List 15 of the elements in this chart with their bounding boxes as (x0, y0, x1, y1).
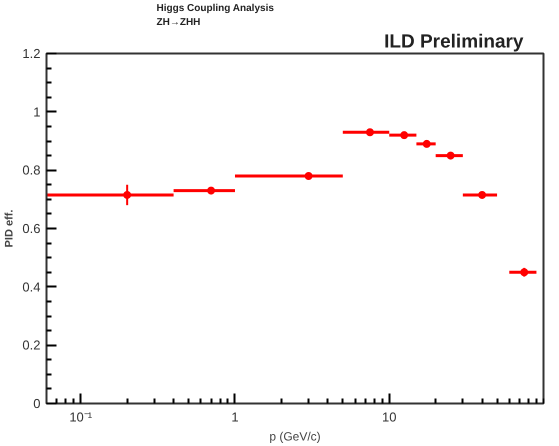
y-tick-label: 0.6 (22, 221, 41, 236)
y-tick-label: 0.4 (22, 279, 41, 294)
y-tick-label: 1.2 (22, 46, 41, 61)
text: ZH→ZHH (156, 17, 200, 28)
y-tick-label: 1 (33, 104, 41, 120)
y-tick-label: 0 (33, 396, 41, 411)
y-tick-label: 0.2 (22, 338, 41, 353)
x-axis-title: p (GeV/c) (269, 430, 321, 444)
chart-title: ILD Preliminary (384, 32, 524, 52)
x-tick-label: 10⁻¹ (69, 410, 93, 424)
y-tick-label: 0.8 (22, 162, 41, 178)
text: Higgs Coupling Analysis (156, 3, 274, 14)
x-tick-label: 1 (231, 410, 239, 424)
x-tick-label: 10 (382, 410, 396, 424)
y-axis-title: PID eff. (3, 210, 16, 248)
